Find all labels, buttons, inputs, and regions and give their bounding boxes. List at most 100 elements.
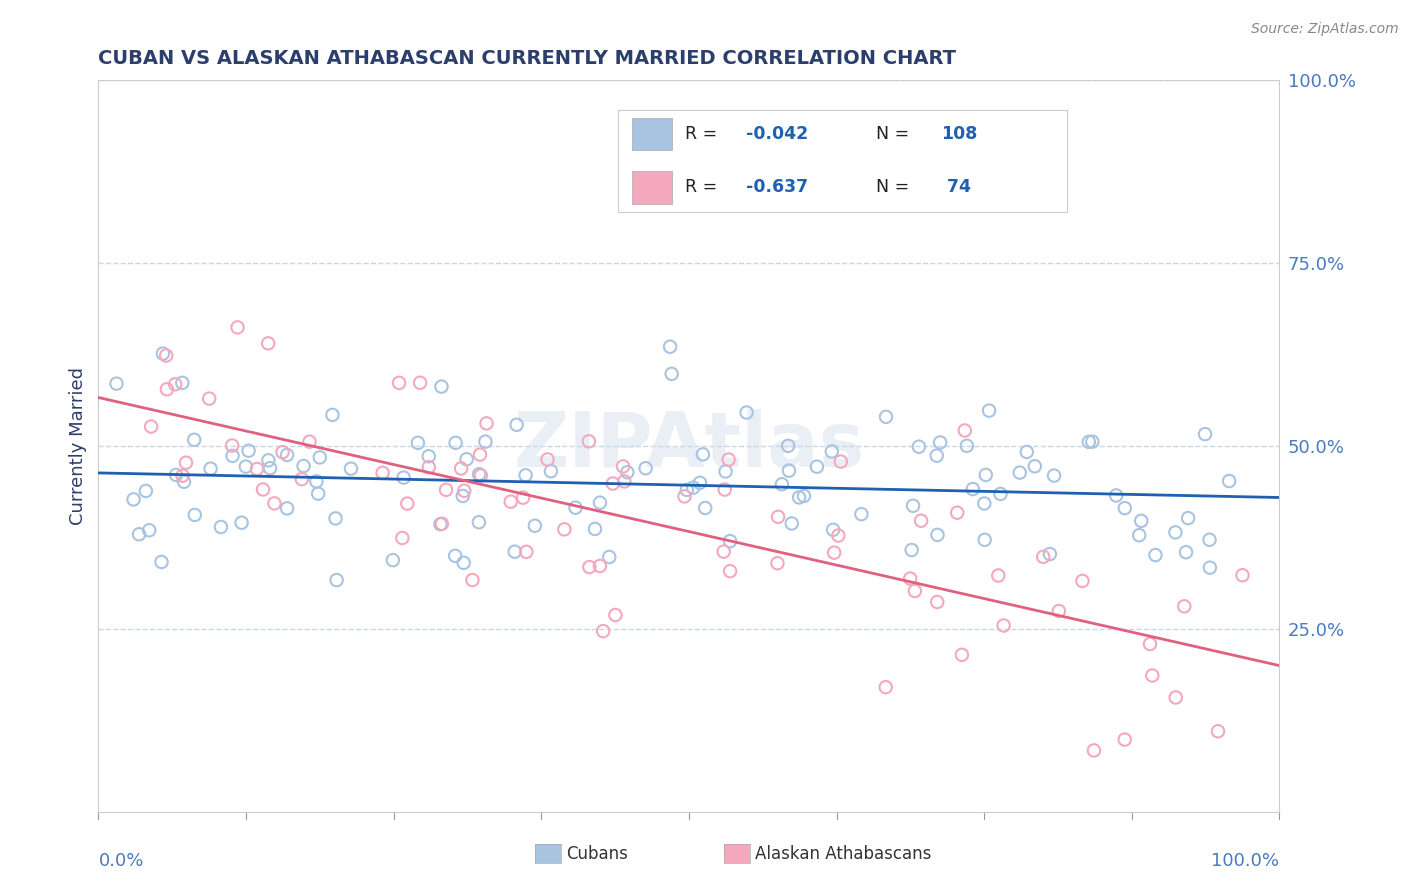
Point [305,475,328,489]
Point [589,558,612,573]
Point [990,487,1012,501]
Point [1139,637,1161,651]
Point [122,492,145,507]
Point [780,516,803,531]
Point [1173,599,1195,614]
Point [1130,514,1153,528]
Point [165,377,187,392]
Point [778,464,800,478]
Point [1008,466,1031,480]
Point [1144,548,1167,562]
Point [128,527,150,541]
Point [257,336,280,351]
Point [165,467,187,482]
Point [231,516,253,530]
Point [474,434,496,449]
Point [453,483,475,498]
Bar [631,118,672,151]
Point [673,490,696,504]
Point [821,444,844,458]
Point [1164,525,1187,540]
Point [692,447,714,461]
Point [689,475,711,490]
Point [1177,511,1199,525]
Point [714,465,737,479]
Point [1218,474,1240,488]
Point [695,500,717,515]
Point [418,450,440,464]
Point [778,439,800,453]
Point [953,424,976,438]
Point [183,433,205,447]
Point [444,435,467,450]
Point [974,467,997,482]
Point [453,556,475,570]
Text: Source: ZipAtlas.com: Source: ZipAtlas.com [1251,22,1399,37]
Text: 108: 108 [941,125,977,143]
Point [718,564,741,578]
Point [200,461,222,475]
Point [381,553,404,567]
Point [823,546,845,560]
Point [962,482,984,496]
Point [634,461,657,475]
Point [392,470,415,484]
Point [429,517,451,532]
Point [252,483,274,497]
Point [503,544,526,558]
Point [682,481,704,495]
Point [450,461,472,475]
Point [173,475,195,489]
Text: -0.042: -0.042 [747,125,808,143]
Point [766,509,789,524]
Point [209,520,232,534]
Point [456,452,478,467]
Point [735,405,758,419]
Point [1077,434,1099,449]
Point [946,506,969,520]
Text: CUBAN VS ALASKAN ATHABASCAN CURRENTLY MARRIED CORRELATION CHART: CUBAN VS ALASKAN ATHABASCAN CURRENTLY MA… [98,48,956,68]
Point [276,501,298,516]
Point [956,439,979,453]
Point [766,556,789,570]
Point [851,507,873,521]
Point [172,376,194,390]
Point [536,452,558,467]
Point [235,459,257,474]
Point [505,417,527,432]
Y-axis label: Currently Married: Currently Married [69,367,87,525]
Point [430,379,453,393]
Point [1194,427,1216,442]
Point [717,452,740,467]
Point [1114,501,1136,516]
Point [564,500,586,515]
Point [139,419,162,434]
Point [770,477,793,491]
Point [616,465,638,479]
Point [927,595,949,609]
Point [308,450,330,465]
Point [553,522,575,536]
Point [592,624,614,638]
Point [271,445,294,459]
Bar [631,171,672,203]
Point [512,491,534,505]
Point [434,483,457,497]
Text: R =: R = [685,178,717,196]
Point [676,483,699,497]
Point [409,376,432,390]
Point [927,528,949,542]
Text: N =: N = [876,178,910,196]
Point [827,528,849,542]
Point [246,462,269,476]
Point [987,568,1010,582]
Point [830,454,852,468]
Point [578,560,600,574]
Point [499,494,522,508]
Text: 100.0%: 100.0% [1212,852,1279,870]
Text: ZIPAtlas: ZIPAtlas [513,409,865,483]
Point [1083,743,1105,757]
Point [468,448,491,462]
Text: R =: R = [685,125,717,143]
Point [950,648,973,662]
